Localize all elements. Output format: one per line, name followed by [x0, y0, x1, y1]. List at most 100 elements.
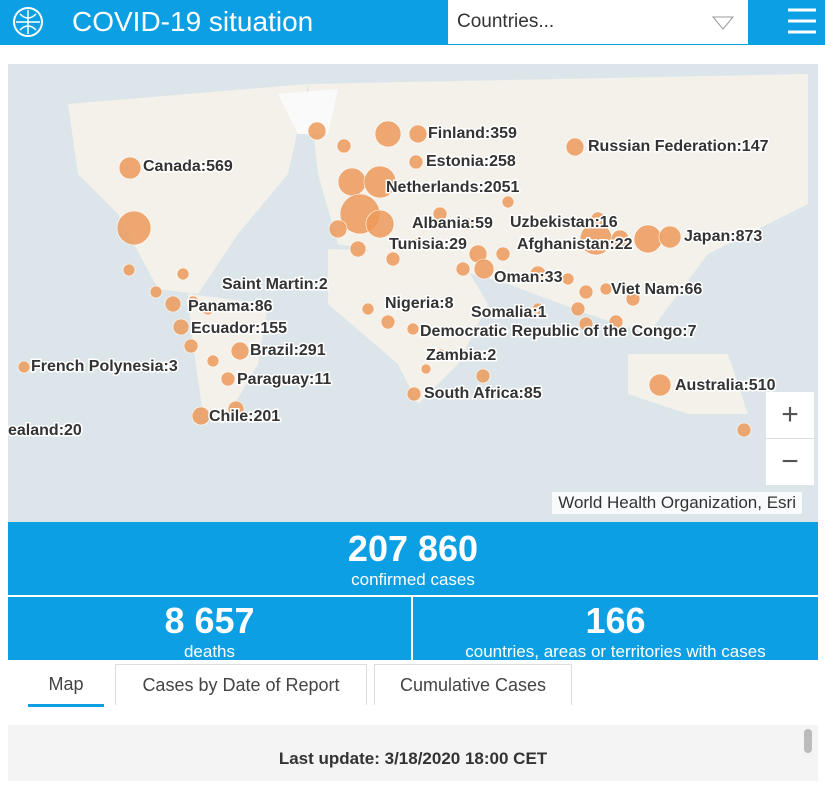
bubble: [608, 314, 624, 330]
map-label: Estonia:258: [426, 153, 516, 170]
bubble: [186, 295, 200, 309]
bubble: [328, 219, 348, 239]
bubble: [230, 341, 250, 361]
map-label: Finland:359: [428, 125, 517, 142]
map-label: Brazil:291: [250, 342, 326, 359]
bubble: [149, 285, 163, 299]
divider: [411, 597, 413, 660]
map-label: Netherlands:2051: [386, 179, 519, 196]
map-label: Ecuador:155: [191, 320, 287, 337]
confirmed-block: 207 860 confirmed cases: [8, 528, 818, 590]
tab-date-report[interactable]: Cases by Date of Report: [115, 664, 367, 705]
bubble: [118, 156, 142, 180]
bubble: [406, 386, 422, 402]
tab-map[interactable]: Map: [28, 664, 104, 707]
bubble: [191, 406, 211, 426]
confirmed-value: 207 860: [347, 528, 479, 569]
bubble: [531, 302, 545, 316]
bubble: [432, 206, 448, 222]
map-label: Albania:59: [412, 215, 493, 232]
deaths-label: deaths: [183, 642, 236, 661]
map-label: Chile:201: [209, 408, 280, 425]
tab-cumulative[interactable]: Cumulative Cases: [374, 664, 572, 705]
bubble: [365, 209, 395, 239]
bubble: [385, 251, 401, 267]
map-label: Saint Martin:2: [222, 276, 328, 293]
bubble: [176, 267, 190, 281]
header: COVID-19 situation Countries...: [0, 0, 825, 45]
bubble: [116, 210, 152, 246]
divider: [8, 595, 818, 597]
bubble: [578, 316, 594, 332]
map-label: Paraguay:11: [237, 371, 331, 388]
last-update: Last update: 3/18/2020 18:00 CET: [278, 749, 548, 768]
bubble: [408, 154, 424, 170]
bubble: [599, 282, 613, 296]
confirmed-label: confirmed cases: [351, 570, 475, 589]
bubble: [380, 314, 396, 330]
bubble: [658, 225, 682, 249]
bubble: [363, 165, 397, 199]
deaths-value: 8 657: [164, 600, 255, 641]
bubbles: [17, 120, 752, 438]
footer: Last update: 3/18/2020 18:00 CET: [8, 725, 818, 781]
bubble: [570, 301, 586, 317]
country-dropdown[interactable]: Countries...: [448, 0, 748, 44]
map-label: Oman:33: [494, 269, 563, 286]
map-label: Zambia:2: [426, 347, 496, 364]
map-label: Canada:569: [143, 158, 233, 175]
bubble: [461, 217, 475, 231]
scrollbar: [804, 729, 812, 753]
bubble: [455, 261, 471, 277]
map-label: Afghanistan:22: [517, 236, 633, 253]
bubble: [625, 291, 641, 307]
deaths-block: 8 657 deaths: [8, 600, 411, 662]
bubble: [408, 124, 428, 144]
bubble: [610, 229, 630, 249]
bubble: [183, 338, 199, 354]
bubble: [336, 138, 352, 154]
map-label: Nigeria:8: [385, 295, 454, 312]
stats-panel: 207 860 confirmed cases 8 657 deaths 166 co…: [8, 522, 818, 662]
bubble: [473, 258, 495, 280]
menu-button[interactable]: [786, 6, 818, 36]
map-label: South Africa:85: [424, 385, 542, 402]
bubble: [374, 120, 402, 148]
bubble: [648, 373, 672, 397]
bubble: [578, 284, 594, 300]
bubble: [307, 121, 327, 141]
bubble: [529, 265, 547, 283]
countries-value: 166: [585, 600, 646, 641]
bubble: [406, 322, 420, 336]
bubble: [172, 318, 190, 336]
bubble: [349, 240, 367, 258]
bubble: [495, 246, 511, 262]
who-logo: [13, 7, 43, 37]
bubble: [565, 137, 585, 157]
bubble: [435, 348, 447, 360]
bubble: [633, 224, 663, 254]
bubble: [736, 422, 752, 438]
countries-label: countries, areas or territories with cas…: [465, 642, 766, 661]
bubble: [561, 272, 575, 286]
bubble: [164, 295, 182, 313]
title: COVID-19 situation: [72, 6, 314, 37]
countries-block: 166 countries, areas or territories with …: [413, 600, 818, 662]
map-canvas: Finland:359 Estonia:258 Netherlands:2051 Al…: [8, 74, 808, 441]
map-label: French Polynesia:3: [31, 358, 178, 375]
map-label: Japan:873: [684, 228, 762, 245]
zoom-out[interactable]: −: [766, 439, 814, 485]
map-label: Viet Nam:66: [611, 281, 702, 298]
map-label: Somalia:1: [471, 304, 547, 321]
bubble: [227, 400, 245, 418]
bubble: [475, 368, 491, 384]
map-label: ealand:20: [8, 422, 82, 439]
map-label: Tunisia:29: [389, 236, 467, 253]
zoom-in[interactable]: +: [766, 392, 814, 439]
bubble: [201, 302, 215, 316]
map-label: Panama:86: [188, 298, 273, 315]
dropdown-arrow: [712, 16, 734, 30]
map: Finland:359 Estonia:258 Netherlands:2051 Al…: [8, 64, 818, 522]
dropdown-text: Countries...: [457, 11, 555, 32]
